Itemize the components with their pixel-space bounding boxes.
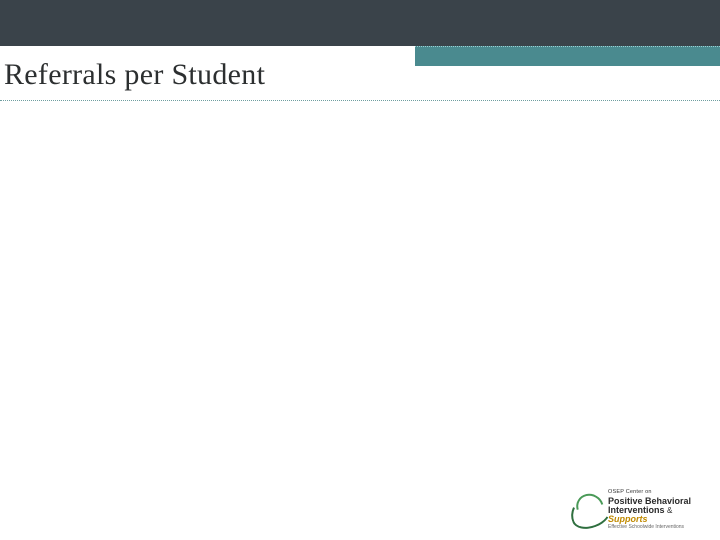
logo-line-0: OSEP Center on (608, 490, 708, 496)
logo-line-2: Interventions & Supports (608, 506, 708, 524)
slide-title: Referrals per Student (4, 58, 265, 92)
logo-text: OSEP Center on Positive Behavioral Inter… (608, 490, 708, 530)
logo-line2-b: Supports (608, 514, 648, 524)
logo-line2-amp: & (667, 506, 672, 515)
pbis-logo: OSEP Center on Positive Behavioral Inter… (576, 490, 706, 530)
logo-line-3: Effective Schoolwide Interventions (608, 525, 708, 530)
top-bar (0, 0, 720, 46)
title-region: Referrals per Student (0, 52, 720, 102)
title-underline (0, 100, 720, 101)
